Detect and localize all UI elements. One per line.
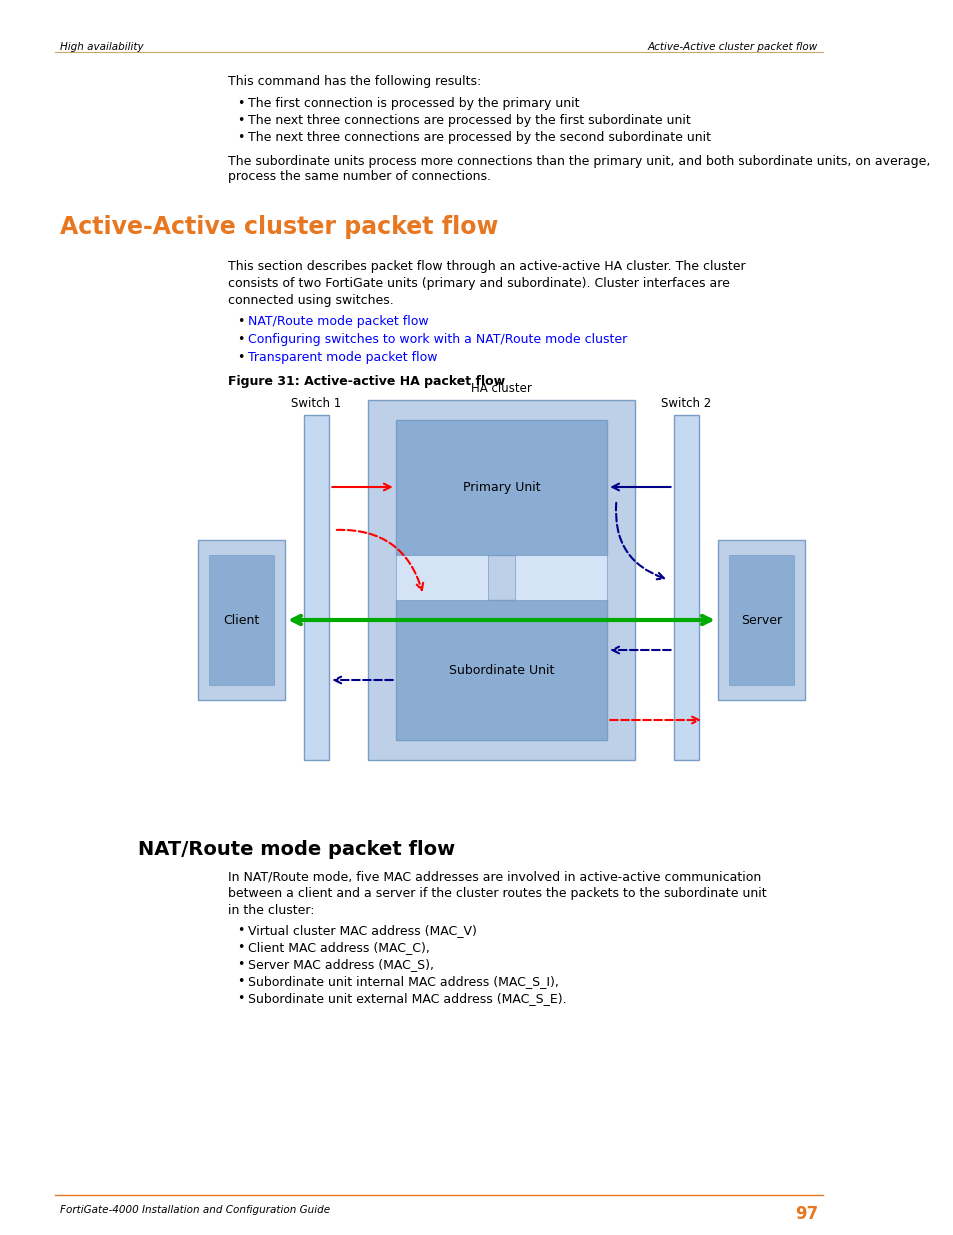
Text: •: • [237,333,245,346]
Text: •: • [237,992,245,1005]
FancyBboxPatch shape [368,400,634,760]
Text: This command has the following results:: This command has the following results: [228,75,481,88]
Text: The first connection is processed by the primary unit: The first connection is processed by the… [248,98,579,110]
Text: connected using switches.: connected using switches. [228,294,394,308]
Text: •: • [237,98,245,110]
FancyBboxPatch shape [515,555,607,600]
Text: Switch 1: Switch 1 [291,396,341,410]
FancyArrowPatch shape [336,530,423,590]
Text: •: • [237,114,245,127]
Text: Server: Server [740,614,781,626]
Text: Primary Unit: Primary Unit [462,480,539,494]
Text: In NAT/Route mode, five MAC addresses are involved in active-active communicatio: In NAT/Route mode, five MAC addresses ar… [228,869,760,883]
Text: The next three connections are processed by the first subordinate unit: The next three connections are processed… [248,114,691,127]
FancyArrowPatch shape [616,503,663,579]
Text: High availability: High availability [60,42,143,52]
Text: between a client and a server if the cluster routes the packets to the subordina: between a client and a server if the clu… [228,887,766,900]
Text: Client MAC address (MAC_C),: Client MAC address (MAC_C), [248,941,430,953]
Text: The next three connections are processed by the second subordinate unit: The next three connections are processed… [248,131,711,144]
FancyBboxPatch shape [395,420,607,555]
Text: Switch 2: Switch 2 [660,396,711,410]
Text: HA cluster: HA cluster [471,382,532,395]
FancyBboxPatch shape [728,555,793,685]
Text: •: • [237,351,245,364]
Text: Configuring switches to work with a NAT/Route mode cluster: Configuring switches to work with a NAT/… [248,333,627,346]
Text: Subordinate unit external MAC address (MAC_S_E).: Subordinate unit external MAC address (M… [248,992,566,1005]
Text: Figure 31: Active-active HA packet flow: Figure 31: Active-active HA packet flow [228,375,505,388]
Text: Subordinate unit internal MAC address (MAC_S_I),: Subordinate unit internal MAC address (M… [248,974,558,988]
FancyBboxPatch shape [395,600,607,740]
Text: •: • [237,131,245,144]
Text: Active-Active cluster packet flow: Active-Active cluster packet flow [647,42,817,52]
Text: Transparent mode packet flow: Transparent mode packet flow [248,351,437,364]
Text: •: • [237,941,245,953]
Text: Subordinate Unit: Subordinate Unit [448,663,554,677]
Text: consists of two FortiGate units (primary and subordinate). Cluster interfaces ar: consists of two FortiGate units (primary… [228,277,729,290]
Text: •: • [237,958,245,971]
Text: Client: Client [223,614,259,626]
Text: •: • [237,315,245,329]
Text: FortiGate-4000 Installation and Configuration Guide: FortiGate-4000 Installation and Configur… [60,1205,330,1215]
Text: Virtual cluster MAC address (MAC_V): Virtual cluster MAC address (MAC_V) [248,924,476,937]
Text: NAT/Route mode packet flow: NAT/Route mode packet flow [138,840,455,860]
Text: Server MAC address (MAC_S),: Server MAC address (MAC_S), [248,958,434,971]
Text: Active-Active cluster packet flow: Active-Active cluster packet flow [60,215,497,240]
Text: •: • [237,974,245,988]
Text: NAT/Route mode packet flow: NAT/Route mode packet flow [248,315,429,329]
FancyBboxPatch shape [197,540,285,700]
Text: The subordinate units process more connections than the primary unit, and both s: The subordinate units process more conne… [228,156,929,183]
FancyBboxPatch shape [209,555,274,685]
Text: This section describes packet flow through an active-active HA cluster. The clus: This section describes packet flow throu… [228,261,745,273]
Text: •: • [237,924,245,937]
FancyBboxPatch shape [395,555,487,600]
Text: in the cluster:: in the cluster: [228,904,314,918]
FancyBboxPatch shape [303,415,329,760]
FancyBboxPatch shape [717,540,804,700]
Text: 97: 97 [794,1205,817,1223]
FancyBboxPatch shape [673,415,699,760]
